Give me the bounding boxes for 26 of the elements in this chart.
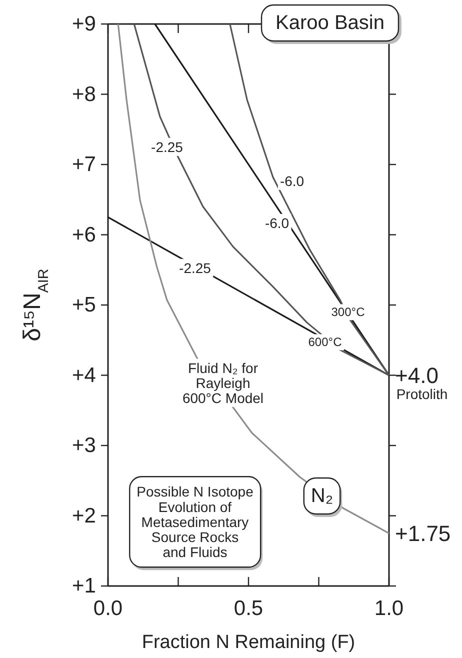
annotation: Fluid N₂ for Rayleigh 600°C Model	[182, 360, 264, 406]
annotation: N₂	[310, 485, 334, 507]
x-tick-label: 0.0	[93, 596, 123, 620]
text: Protolith	[396, 386, 448, 402]
y-tick-label: +1	[72, 574, 96, 598]
y-tick-label: +8	[72, 82, 96, 106]
y-tick-label: +5	[72, 294, 96, 317]
x-tick-label: 1.0	[374, 596, 404, 620]
x-tick-label: 0.5	[234, 596, 264, 620]
annotation: -6.0	[264, 214, 290, 231]
chart-title: Karoo Basin	[276, 12, 384, 34]
annotation: -2.25	[151, 138, 184, 155]
x-axis-title: Fraction N Remaining (F)	[142, 632, 356, 653]
annotation: 300°C	[331, 305, 366, 320]
y-tick-label: +7	[72, 153, 96, 176]
annotation: -6.0	[280, 172, 304, 189]
y-tick-label: +6	[72, 223, 96, 246]
y-tick-label: +9	[72, 12, 96, 36]
annotation: +1.75	[395, 521, 451, 546]
y-tick-label: +3	[72, 434, 96, 458]
annotation: +4.0	[395, 362, 438, 388]
annotation: 600°C	[308, 335, 342, 350]
annotation: Possible N Isotope Evolution of Metasedimentary Source Rocks and Fluids	[136, 484, 254, 560]
y-tick-label: +4	[72, 364, 96, 387]
annotation: -2.25	[179, 260, 212, 276]
y-tick-label: +2	[72, 504, 96, 528]
